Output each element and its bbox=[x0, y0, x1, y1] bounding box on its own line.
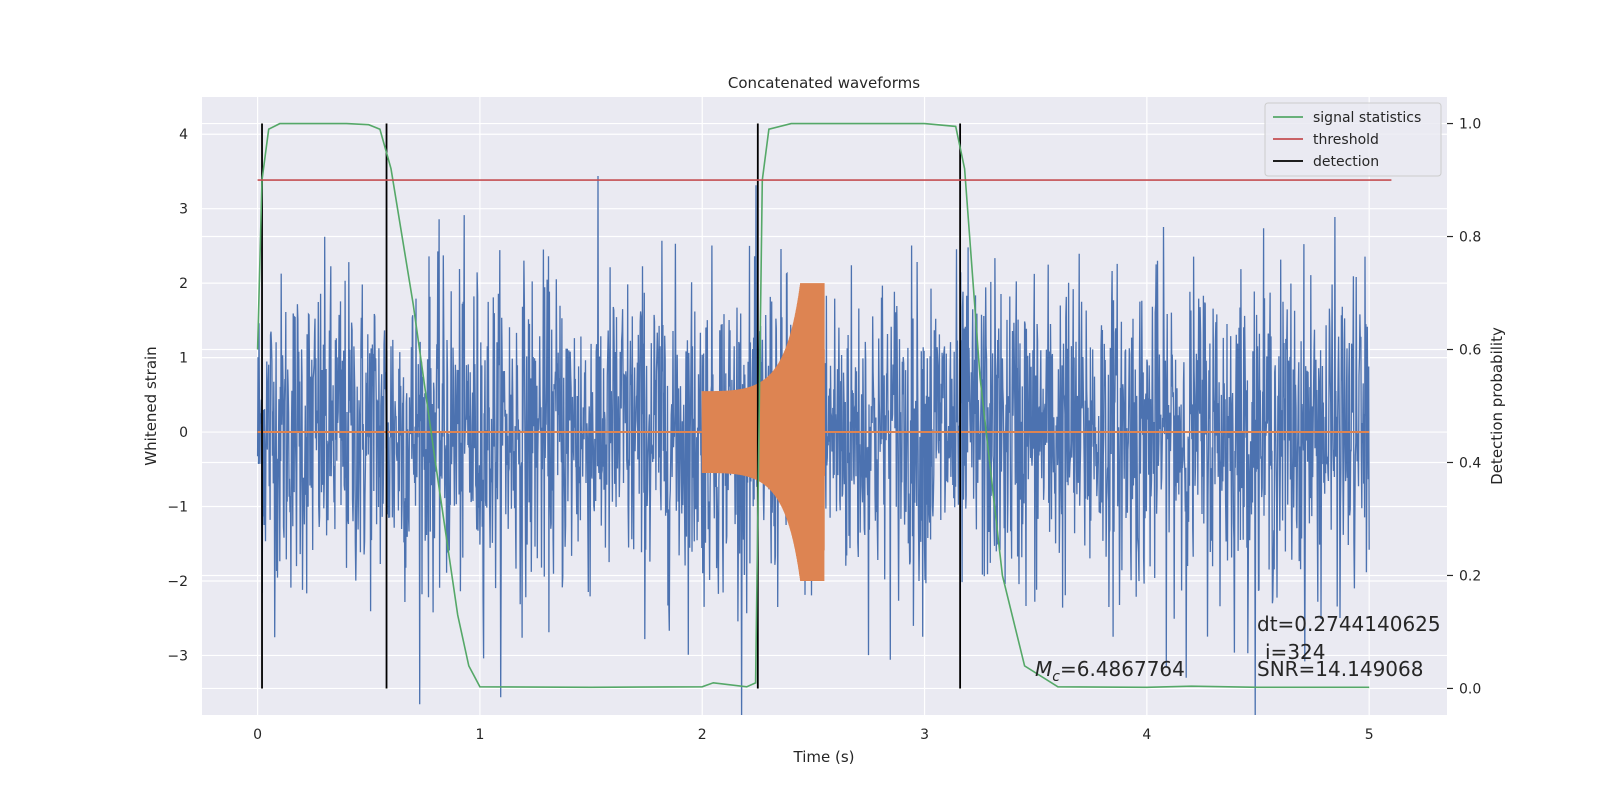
y-axis-ticks: −3 −2 −1 0 1 2 3 4 bbox=[167, 127, 188, 664]
annotation-mc-symbol: M bbox=[1035, 657, 1052, 681]
legend: signal statistics threshold detection bbox=[1264, 102, 1442, 177]
x-tick-label: 0 bbox=[253, 727, 262, 743]
legend-label-detection: detection bbox=[1313, 154, 1379, 170]
y-tick-label: 1 bbox=[179, 351, 188, 367]
y-tick-label: 0 bbox=[179, 425, 188, 441]
y-tick-label: −1 bbox=[167, 500, 188, 516]
x-tick-label: 1 bbox=[475, 727, 484, 743]
detections bbox=[261, 123, 962, 689]
annotation-i: i=324 bbox=[1265, 640, 1326, 664]
y-tick-label: 2 bbox=[179, 276, 188, 292]
plot-area bbox=[256, 122, 1392, 715]
legend-label-threshold: threshold bbox=[1313, 132, 1379, 148]
series-chirp-template bbox=[701, 283, 826, 582]
y2-tick-label: 0.2 bbox=[1459, 568, 1481, 584]
y2-tick-label: 1.0 bbox=[1459, 117, 1481, 133]
y-tick-label: −2 bbox=[167, 574, 188, 590]
x-axis-label: Time (s) bbox=[793, 748, 855, 766]
x-tick-label: 2 bbox=[698, 727, 707, 743]
x-axis-ticks: 0 1 2 3 4 5 bbox=[253, 727, 1374, 743]
annotation-mc-value: =6.4867764 bbox=[1060, 657, 1185, 681]
y2-tick-label: 0.8 bbox=[1459, 230, 1481, 246]
y-axis-label: Whitened strain bbox=[142, 346, 160, 465]
annotation-mc: Mc=6.4867764 bbox=[1035, 657, 1185, 685]
y2-axis-ticks: 0.0 0.2 0.4 0.6 0.8 1.0 bbox=[1447, 117, 1481, 697]
legend-box bbox=[1264, 102, 1442, 177]
y2-tick-label: 0.4 bbox=[1459, 455, 1481, 471]
y-tick-label: −3 bbox=[167, 648, 188, 664]
legend-label-signal-statistics: signal statistics bbox=[1313, 110, 1421, 126]
y2-tick-label: 0.0 bbox=[1459, 681, 1481, 697]
series-signal-statistics bbox=[256, 122, 1370, 689]
x-tick-label: 4 bbox=[1142, 727, 1151, 743]
annotation-dt: dt=0.2744140625 bbox=[1257, 612, 1441, 636]
y2-axis-label: Detection probability bbox=[1488, 327, 1506, 485]
chart-title: Concatenated waveforms bbox=[728, 74, 920, 92]
annotation-mc-subscript: c bbox=[1052, 669, 1060, 685]
y-tick-label: 4 bbox=[179, 127, 188, 143]
y-tick-label: 3 bbox=[179, 202, 188, 218]
x-tick-label: 5 bbox=[1365, 727, 1374, 743]
x-tick-label: 3 bbox=[920, 727, 929, 743]
y2-tick-label: 0.6 bbox=[1459, 343, 1481, 359]
annotation-snr: SNR=14.149068 bbox=[1257, 657, 1423, 681]
